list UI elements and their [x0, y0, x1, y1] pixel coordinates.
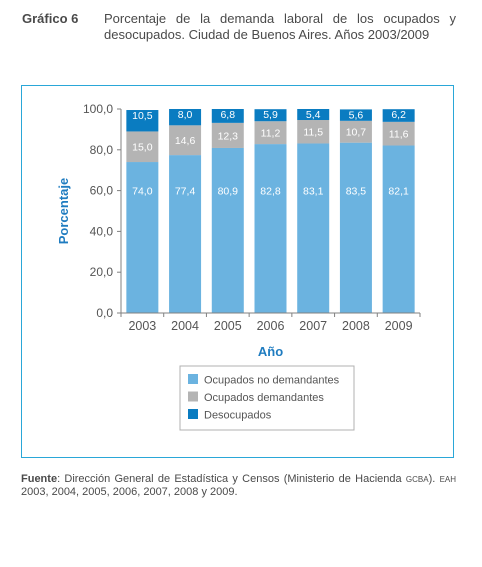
bar-ocupados-demandantes-2005 — [211, 122, 244, 148]
bar-desocupados-2009 — [382, 109, 415, 122]
bar-ocupados-demandantes-2007 — [297, 120, 330, 144]
bar-desocupados-2003 — [126, 110, 159, 132]
legend-box — [179, 365, 355, 431]
bar-ocupados-no-demandantes-2004 — [169, 155, 202, 313]
data-label: 77,4 — [175, 186, 196, 198]
y-tick-label: 0,0 — [96, 306, 113, 320]
y-tick-label: 100,0 — [83, 102, 113, 116]
source-sc-a: GCBA — [405, 475, 429, 484]
bar-ocupados-no-demandantes-2008 — [339, 142, 372, 313]
source-text-a: : Dirección General de Estadística y Cen… — [57, 473, 406, 485]
data-label: 74,0 — [132, 186, 153, 198]
legend-label: Ocupados demandantes — [204, 392, 324, 404]
figure-title: Porcentaje de la demanda laboral de los … — [104, 11, 456, 42]
x-tick-label: 2003 — [128, 319, 156, 333]
x-tick-label: 2004 — [171, 319, 199, 333]
bar-ocupados-no-demandantes-2009 — [382, 145, 415, 313]
data-label: 5,9 — [263, 109, 278, 121]
data-label: 10,5 — [132, 110, 153, 122]
data-label: 83,5 — [346, 186, 367, 198]
y-tick-label: 20,0 — [90, 265, 114, 279]
bar-ocupados-demandantes-2004 — [169, 125, 202, 156]
bar-ocupados-no-demandantes-2003 — [126, 162, 159, 313]
y-tick-label: 80,0 — [90, 143, 114, 157]
data-label: 6,2 — [391, 109, 406, 121]
bar-ocupados-no-demandantes-2006 — [254, 144, 287, 313]
bar-desocupados-2008 — [339, 109, 372, 121]
data-label: 11,2 — [261, 128, 281, 140]
bar-ocupados-demandantes-2008 — [339, 120, 372, 143]
data-label: 15,0 — [132, 142, 153, 154]
y-tick-label: 60,0 — [90, 184, 114, 198]
data-label: 6,8 — [220, 109, 235, 121]
source-sc-b: EAH — [439, 475, 457, 484]
data-label: 12,3 — [218, 130, 239, 142]
legend-swatch — [188, 409, 198, 419]
data-label: 82,8 — [260, 186, 281, 198]
data-label: 5,6 — [349, 109, 364, 121]
data-label: 80,9 — [218, 186, 239, 198]
x-tick-label: 2008 — [342, 319, 370, 333]
bar-desocupados-2004 — [169, 109, 202, 126]
bar-ocupados-no-demandantes-2007 — [297, 143, 330, 313]
source-note: Fuente: Dirección General de Estadística… — [21, 473, 456, 499]
chart-frame: 74,0 15,0 10,5 77,4 14,6 8,0 80,9 12,3 6,8 82,8 11… — [21, 85, 454, 458]
data-label: 82,1 — [388, 186, 409, 198]
source-text-b: ). — [428, 473, 440, 485]
bar-desocupados-2005 — [211, 109, 244, 123]
figure-label: Gráfico 6 — [22, 11, 79, 26]
x-tick-label: 2009 — [385, 319, 413, 333]
stacked-bar-chart: 74,0 15,0 10,5 77,4 14,6 8,0 80,9 12,3 6,8 82,8 11… — [56, 102, 421, 431]
x-axis-title: Año — [258, 344, 283, 359]
legend-label: Desocupados — [204, 410, 272, 422]
data-label: 11,5 — [303, 127, 323, 139]
y-axis-title: Porcentaje — [56, 178, 71, 244]
x-tick-label: 2006 — [257, 319, 285, 333]
bar-desocupados-2007 — [297, 109, 330, 121]
x-tick-label: 2005 — [214, 319, 242, 333]
data-label: 11,6 — [389, 129, 409, 141]
legend-label: Ocupados no demandantes — [204, 375, 340, 387]
data-label: 5,4 — [306, 109, 321, 121]
data-label: 14,6 — [175, 135, 196, 147]
bar-ocupados-no-demandantes-2005 — [211, 147, 244, 313]
bar-ocupados-demandantes-2006 — [254, 121, 287, 145]
bar-ocupados-demandantes-2003 — [126, 131, 159, 163]
source-label: Fuente — [21, 473, 58, 485]
data-label: 83,1 — [303, 186, 324, 198]
y-tick-label: 40,0 — [90, 224, 114, 238]
legend-swatch — [188, 374, 198, 384]
data-label: 10,7 — [346, 127, 367, 139]
legend-swatch — [188, 391, 198, 402]
x-tick-label: 2007 — [299, 319, 327, 333]
source-text-c: 2003, 2004, 2005, 2006, 2007, 2008 y 200… — [21, 486, 238, 498]
bar-ocupados-demandantes-2009 — [382, 121, 415, 146]
data-label: 8,0 — [178, 109, 193, 121]
bar-desocupados-2006 — [254, 109, 287, 122]
